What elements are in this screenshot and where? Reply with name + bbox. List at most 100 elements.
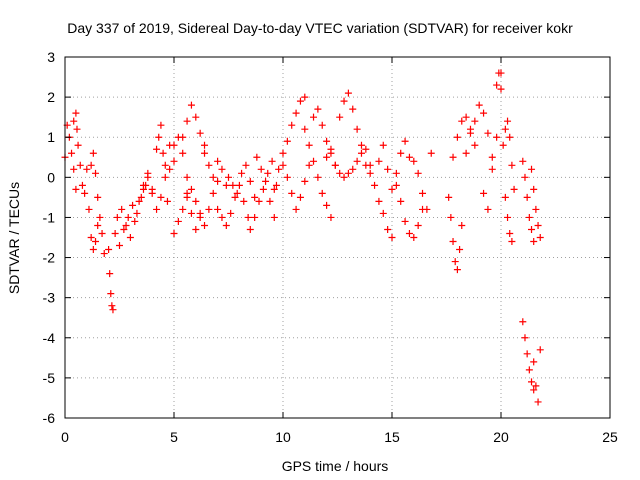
data-point <box>453 133 461 141</box>
data-point <box>318 121 326 129</box>
data-point <box>283 173 291 181</box>
data-point <box>453 266 461 274</box>
series-arc-20 <box>279 161 313 213</box>
data-point <box>447 213 455 221</box>
y-tick-label: -5 <box>43 370 56 386</box>
data-point <box>98 229 106 237</box>
data-point <box>201 221 209 229</box>
data-point <box>155 133 163 141</box>
data-point <box>163 197 171 205</box>
data-point <box>480 189 488 197</box>
data-point <box>525 213 533 221</box>
series-arc-09 <box>153 121 171 205</box>
data-point <box>314 105 322 113</box>
data-point <box>410 157 418 165</box>
data-point <box>238 169 246 177</box>
data-point <box>225 173 232 181</box>
series-arc-07 <box>113 173 156 241</box>
series-arc-02 <box>70 109 89 197</box>
series-arc-14 <box>201 149 230 189</box>
data-point <box>120 225 128 233</box>
data-point <box>349 165 357 173</box>
data-point <box>246 177 254 185</box>
data-point <box>344 169 352 177</box>
data-point <box>139 181 147 189</box>
data-point <box>187 209 195 217</box>
series-arc-15 <box>214 181 252 229</box>
data-point <box>214 205 222 213</box>
data-point <box>488 165 496 173</box>
data-point <box>266 197 274 205</box>
data-point <box>357 149 365 157</box>
series-arc-18 <box>253 153 278 221</box>
data-point <box>427 149 435 157</box>
series-arc-21 <box>301 125 335 221</box>
series-arc-16 <box>225 161 259 201</box>
data-point <box>296 193 304 201</box>
series-arc-30 <box>449 113 479 161</box>
data-point <box>462 149 470 157</box>
data-point <box>196 209 204 217</box>
data-point <box>301 177 309 185</box>
data-point <box>401 217 409 225</box>
plot-frame <box>64 56 611 419</box>
data-point <box>87 234 95 241</box>
data-point <box>419 189 427 197</box>
data-point <box>81 189 89 197</box>
data-point <box>371 181 379 189</box>
series-arc-31 <box>462 101 496 161</box>
data-point <box>135 197 143 205</box>
data-point <box>218 165 226 173</box>
data-point <box>366 161 374 169</box>
data-point <box>205 205 213 213</box>
series-arc-34 <box>501 117 518 193</box>
data-point <box>148 185 156 193</box>
data-point <box>137 193 145 201</box>
series-arc-08 <box>139 141 178 213</box>
data-point <box>323 201 331 209</box>
data-point <box>521 334 529 342</box>
data-point <box>106 270 114 278</box>
y-tick-label: 0 <box>47 169 55 185</box>
data-point <box>144 169 152 177</box>
grid-lines <box>65 57 610 418</box>
data-point <box>384 165 392 173</box>
data-point <box>240 197 248 205</box>
data-point <box>353 157 361 165</box>
data-point <box>153 145 161 153</box>
data-point <box>336 113 344 121</box>
data-point <box>519 157 527 165</box>
data-point <box>488 153 496 161</box>
data-point <box>493 81 501 89</box>
series-arc-22 <box>310 105 339 169</box>
data-point <box>462 113 470 121</box>
series-arc-19 <box>270 93 309 193</box>
data-point <box>506 229 514 237</box>
series-arc-35 <box>519 157 538 246</box>
data-point <box>362 145 370 153</box>
data-point <box>233 189 241 197</box>
data-point <box>92 169 100 177</box>
data-point <box>246 225 254 233</box>
data-point <box>235 181 243 189</box>
data-point <box>161 161 169 169</box>
data-point <box>96 213 104 221</box>
data-point <box>532 205 540 213</box>
y-tick-label: 1 <box>47 129 55 145</box>
data-point <box>253 153 261 161</box>
data-point <box>401 137 409 145</box>
data-point <box>83 165 91 173</box>
data-point <box>336 169 344 177</box>
data-point <box>388 185 396 193</box>
data-point <box>530 358 538 366</box>
data-point <box>310 113 318 121</box>
y-tick-label: -3 <box>43 290 56 306</box>
data-point <box>78 181 86 189</box>
data-point <box>449 238 457 246</box>
data-point <box>445 193 453 201</box>
y-tick-label: -1 <box>43 209 56 225</box>
data-point <box>270 185 278 193</box>
data-point <box>116 242 123 250</box>
series-arc-24 <box>336 89 365 149</box>
